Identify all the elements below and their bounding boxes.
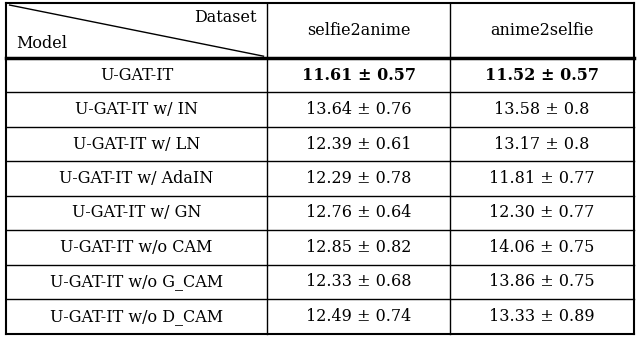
Text: Model: Model — [16, 35, 67, 52]
Text: U-GAT-IT w/ AdaIN: U-GAT-IT w/ AdaIN — [60, 170, 214, 187]
Text: U-GAT-IT w/ GN: U-GAT-IT w/ GN — [72, 205, 201, 221]
Text: 13.17 ± 0.8: 13.17 ± 0.8 — [494, 135, 589, 153]
Text: 12.30 ± 0.77: 12.30 ± 0.77 — [490, 205, 595, 221]
Text: anime2selfie: anime2selfie — [490, 22, 594, 39]
Text: 12.76 ± 0.64: 12.76 ± 0.64 — [306, 205, 412, 221]
Text: Dataset: Dataset — [195, 9, 257, 26]
Text: 13.64 ± 0.76: 13.64 ± 0.76 — [306, 101, 412, 118]
Text: U-GAT-IT w/o G_CAM: U-GAT-IT w/o G_CAM — [50, 273, 223, 290]
Text: 12.85 ± 0.82: 12.85 ± 0.82 — [306, 239, 412, 256]
Text: 12.49 ± 0.74: 12.49 ± 0.74 — [306, 308, 411, 325]
Text: U-GAT-IT w/ IN: U-GAT-IT w/ IN — [75, 101, 198, 118]
Text: U-GAT-IT w/o D_CAM: U-GAT-IT w/o D_CAM — [50, 308, 223, 325]
Text: 12.39 ± 0.61: 12.39 ± 0.61 — [306, 135, 412, 153]
Text: 11.81 ± 0.77: 11.81 ± 0.77 — [489, 170, 595, 187]
Text: U-GAT-IT w/ LN: U-GAT-IT w/ LN — [73, 135, 200, 153]
Text: U-GAT-IT: U-GAT-IT — [100, 67, 173, 84]
Text: selfie2anime: selfie2anime — [307, 22, 410, 39]
Text: 13.33 ± 0.89: 13.33 ± 0.89 — [489, 308, 595, 325]
Text: 12.29 ± 0.78: 12.29 ± 0.78 — [306, 170, 412, 187]
Text: 12.33 ± 0.68: 12.33 ± 0.68 — [306, 273, 412, 290]
Text: 11.61 ± 0.57: 11.61 ± 0.57 — [301, 67, 415, 84]
Text: 14.06 ± 0.75: 14.06 ± 0.75 — [490, 239, 595, 256]
Text: 11.52 ± 0.57: 11.52 ± 0.57 — [485, 67, 599, 84]
Text: 13.86 ± 0.75: 13.86 ± 0.75 — [489, 273, 595, 290]
Text: 13.58 ± 0.8: 13.58 ± 0.8 — [494, 101, 589, 118]
Text: U-GAT-IT w/o CAM: U-GAT-IT w/o CAM — [60, 239, 212, 256]
